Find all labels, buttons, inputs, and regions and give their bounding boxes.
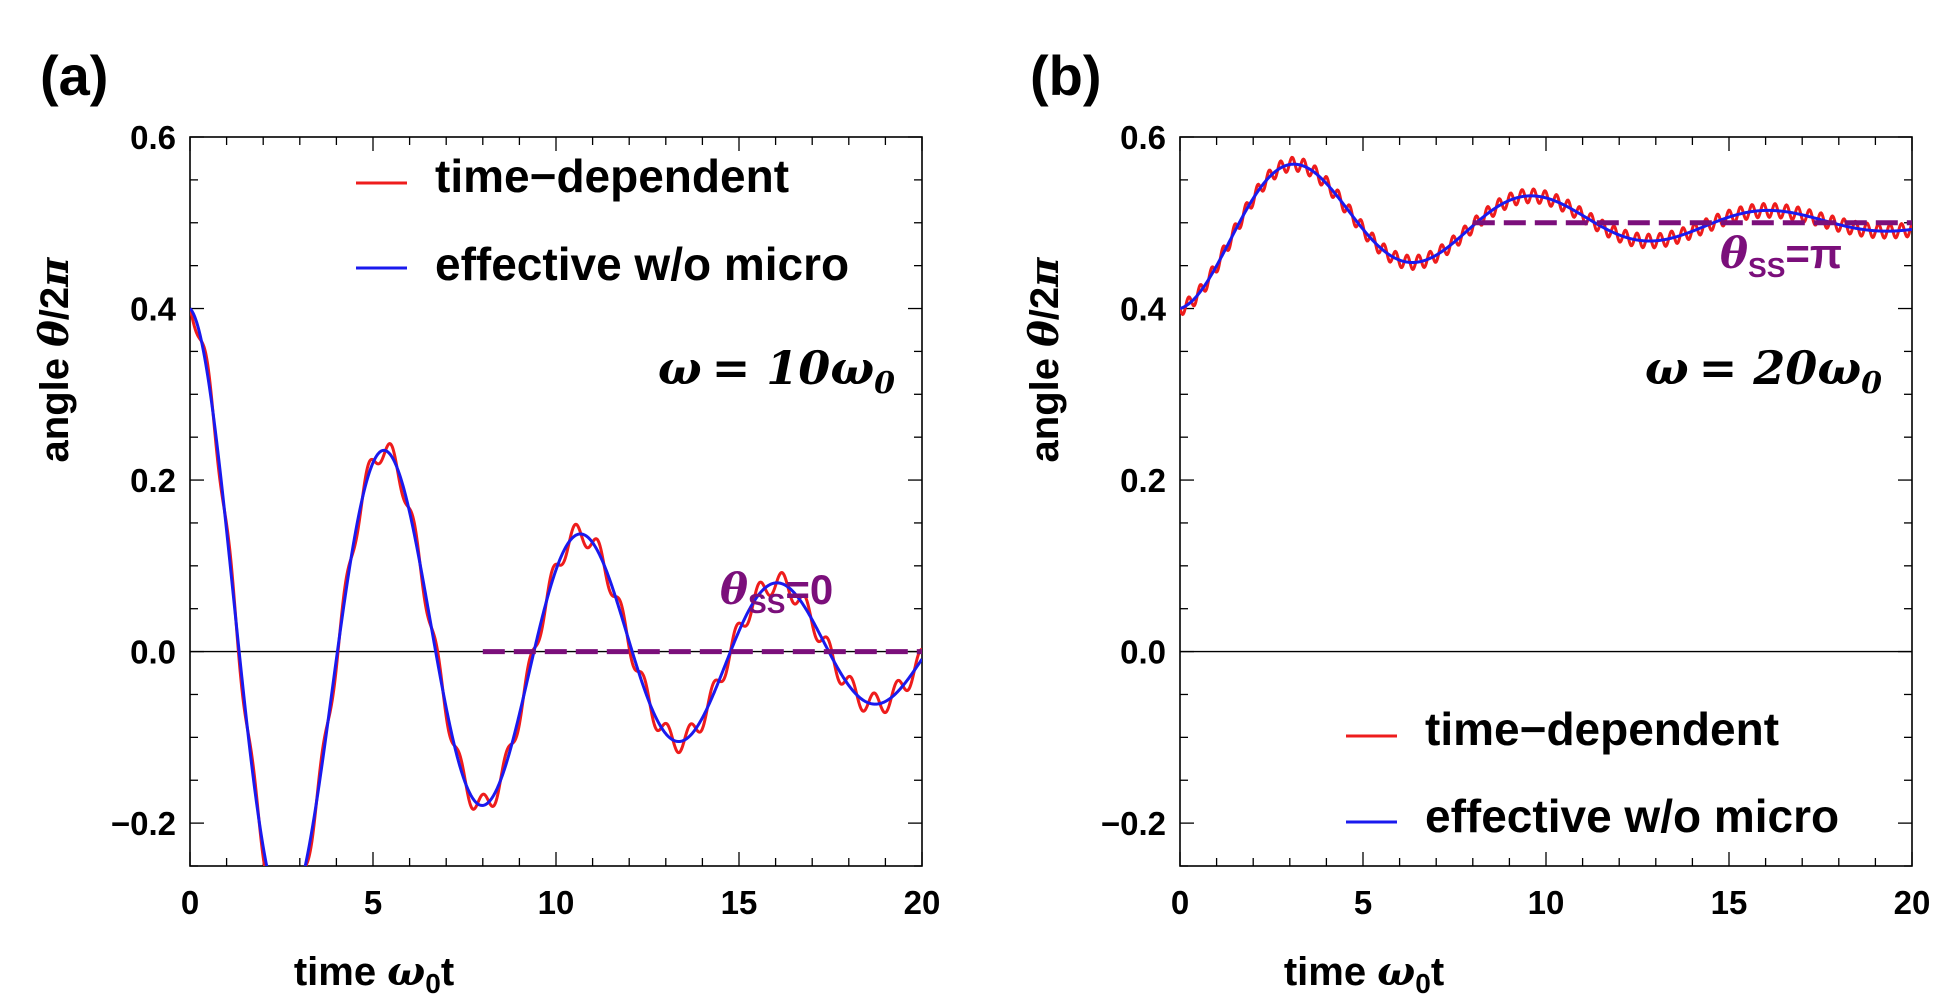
- x-axis-omega-symbol: ω: [387, 948, 425, 995]
- x-axis-title: time ω0t: [1284, 948, 1444, 999]
- panel-b-curves: [1180, 155, 1912, 317]
- legend-label-effective: effective w/o micro: [1425, 790, 1839, 842]
- y-axis-pi-symbol: π: [1021, 257, 1068, 288]
- y-tick-label: 0.0: [130, 634, 176, 671]
- y-axis-pi-symbol: π: [31, 257, 78, 288]
- y-axis-theta-symbol: θ: [31, 320, 78, 347]
- panel-a-curves: [190, 307, 922, 866]
- y-axis-divisor: /2: [33, 287, 77, 320]
- panel-a-legend: time−dependent effective w/o micro: [356, 150, 849, 290]
- x-tick-label: 0: [1171, 884, 1189, 921]
- y-tick-label: 0.6: [1120, 119, 1166, 156]
- y-axis-title-word: angle: [1023, 347, 1067, 463]
- x-tick-label: 15: [721, 884, 758, 921]
- x-tick-label: 15: [1711, 884, 1748, 921]
- y-tick-label: 0.4: [130, 291, 177, 328]
- steady-state-label: θSS=0: [720, 565, 833, 619]
- frequency-omega0: ω: [830, 341, 874, 395]
- frequency-value: = 20: [1699, 341, 1818, 395]
- x-axis-t-symbol: t: [1431, 950, 1444, 994]
- series-time-dependent-line: [1180, 155, 1912, 317]
- frequency-annotation: ω = 10ω0: [658, 341, 895, 401]
- legend-label-effective: effective w/o micro: [435, 238, 849, 290]
- x-axis-title-word: time: [294, 950, 387, 994]
- steady-state-label: θSS=π: [1720, 229, 1842, 283]
- frequency-annotation: ω = 20ω0: [1645, 341, 1882, 401]
- steady-state-value: =π: [1785, 230, 1842, 277]
- x-tick-label: 10: [1528, 884, 1565, 921]
- panel-label-a: (a): [40, 44, 108, 107]
- x-axis-title-word: time: [1284, 950, 1377, 994]
- series-effective-line: [190, 307, 922, 866]
- frequency-omega: ω: [1645, 341, 1689, 395]
- frequency-subscript: 0: [1861, 366, 1882, 401]
- x-tick-label: 0: [181, 884, 199, 921]
- x-tick-label: 10: [538, 884, 575, 921]
- y-tick-label: 0.0: [1120, 634, 1166, 671]
- x-axis-omega-symbol: ω: [1377, 948, 1415, 995]
- panel-b-y-tick-labels: −0.2 0.0 0.2 0.4 0.6: [1101, 119, 1167, 842]
- panel-a-x-tick-labels: 0 5 10 15 20: [181, 884, 941, 921]
- y-tick-label: −0.2: [1101, 805, 1166, 842]
- x-axis-title: time ω0t: [294, 948, 454, 999]
- panel-a-y-tick-labels: −0.2 0.0 0.2 0.4 0.6: [111, 119, 177, 842]
- panel-b-x-tick-labels: 0 5 10 15 20: [1171, 884, 1931, 921]
- y-tick-label: 0.6: [130, 119, 176, 156]
- x-tick-label: 5: [364, 884, 382, 921]
- y-axis-title: angle θ/2π: [1021, 257, 1068, 463]
- frequency-subscript: 0: [874, 366, 895, 401]
- y-axis-divisor: /2: [1023, 287, 1067, 320]
- legend-label-time-dependent: time−dependent: [435, 150, 789, 202]
- x-axis-subscript: 0: [1415, 968, 1431, 999]
- steady-state-theta: θ: [720, 565, 748, 614]
- frequency-omega0: ω: [1817, 341, 1861, 395]
- x-tick-label: 20: [1894, 884, 1931, 921]
- y-tick-label: 0.4: [1120, 291, 1167, 328]
- y-axis-title-word: angle: [33, 347, 77, 463]
- panel-label-b: (b): [1030, 44, 1102, 107]
- panel-a-plot-frame: [189, 136, 923, 867]
- panel-b: (b) −0.2 0.0 0.2 0.4 0.6 0 5 10 15 20 ti…: [1021, 44, 1930, 999]
- x-tick-label: 5: [1354, 884, 1372, 921]
- y-axis-title: angle θ/2π: [31, 257, 78, 463]
- steady-state-subscript: SS: [1748, 252, 1785, 283]
- panel-a: (a) −0.2 0.0 0.2 0.4 0.6 0 5 10 15 20 ti…: [31, 44, 940, 999]
- panel-b-plot-frame: [1179, 136, 1913, 867]
- steady-state-subscript: SS: [748, 588, 785, 619]
- x-tick-label: 20: [904, 884, 941, 921]
- x-axis-t-symbol: t: [441, 950, 454, 994]
- panel-a-tick-marks: [189, 136, 923, 867]
- y-tick-label: 0.2: [1120, 462, 1166, 499]
- series-effective-line: [1180, 162, 1912, 310]
- panel-b-legend: time−dependent effective w/o micro: [1346, 703, 1839, 842]
- y-tick-label: 0.2: [130, 462, 176, 499]
- y-axis-theta-symbol: θ: [1021, 320, 1068, 347]
- x-axis-subscript: 0: [425, 968, 441, 999]
- frequency-value: = 10: [712, 341, 831, 395]
- steady-state-value: =0: [785, 566, 833, 613]
- frequency-omega: ω: [658, 341, 702, 395]
- y-tick-label: −0.2: [111, 805, 176, 842]
- steady-state-theta: θ: [1720, 229, 1748, 278]
- legend-label-time-dependent: time−dependent: [1425, 703, 1779, 755]
